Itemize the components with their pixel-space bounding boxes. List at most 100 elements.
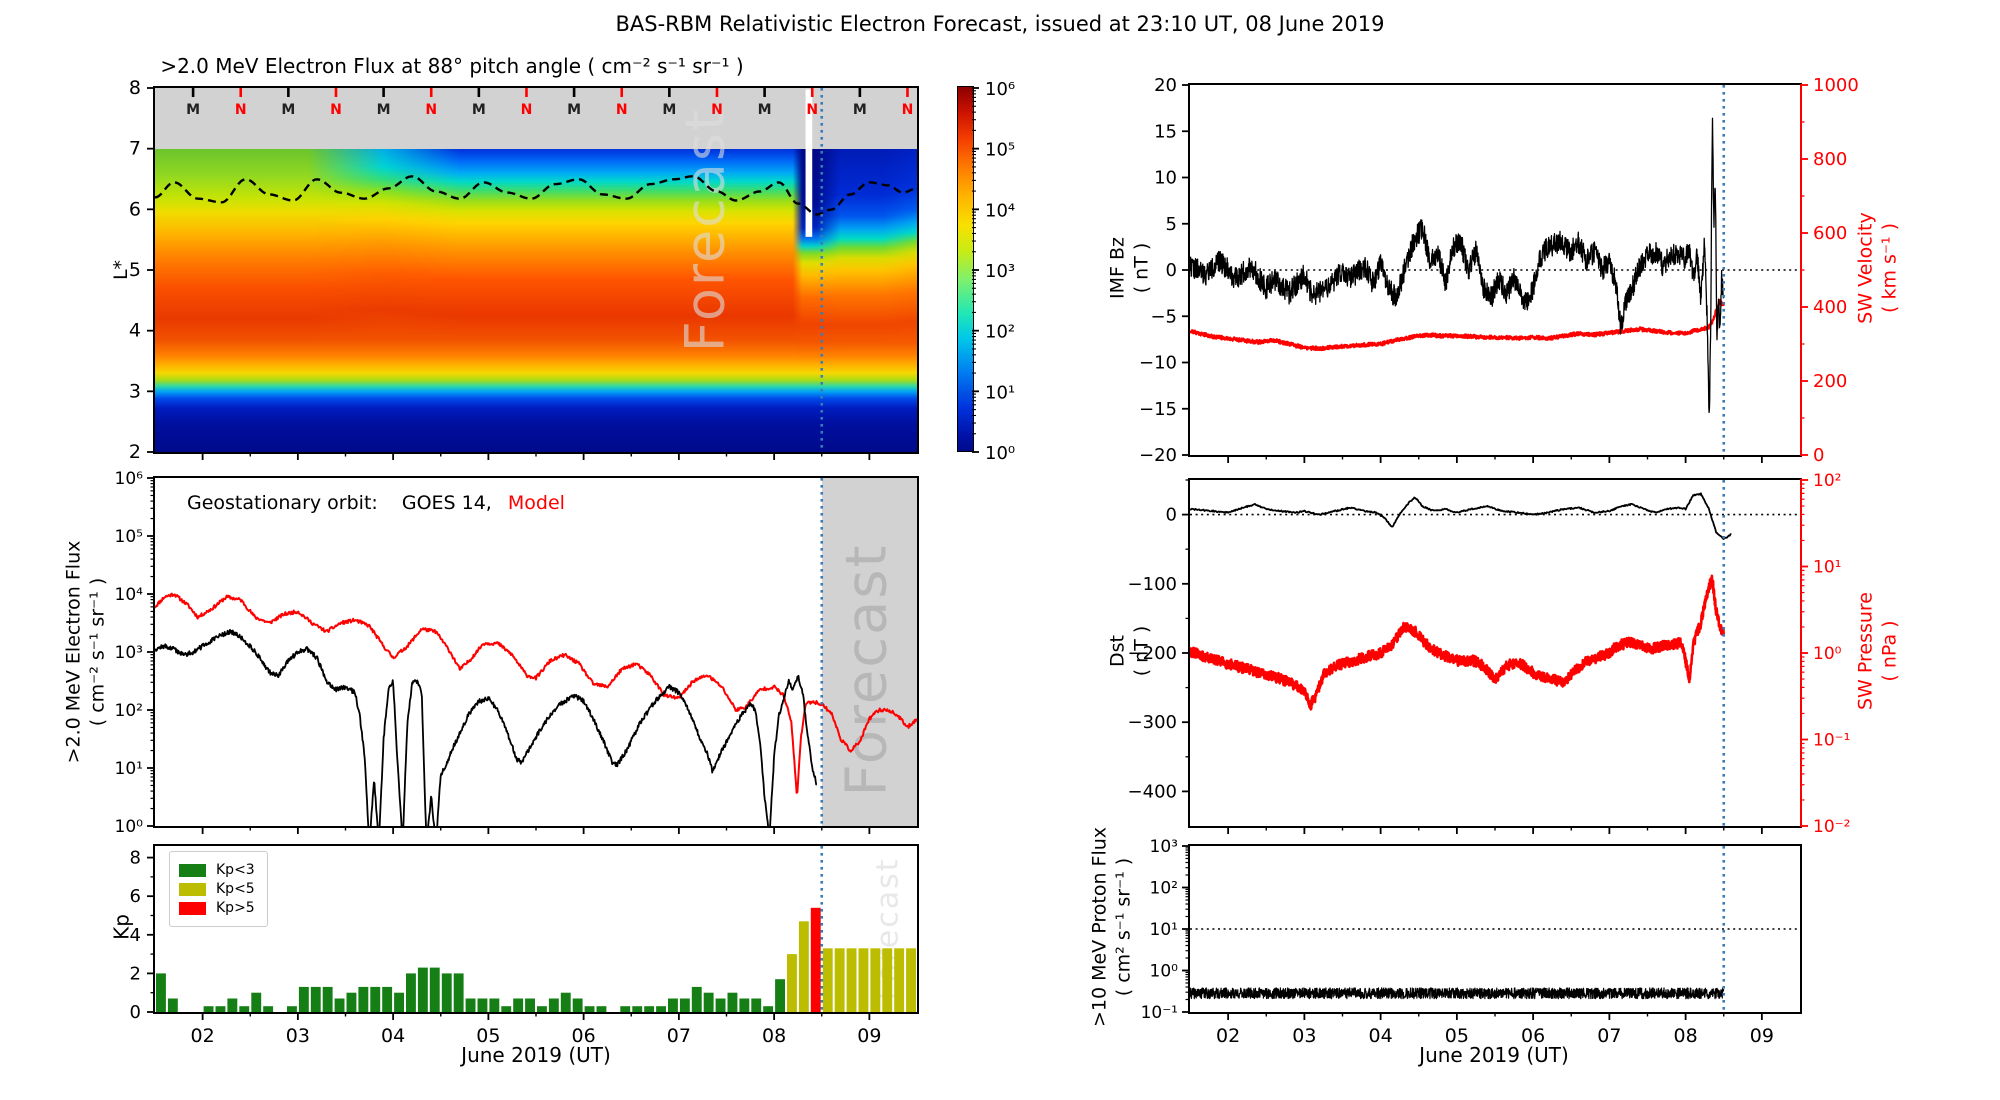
- swvelocity-y-tick: 1000: [1813, 75, 1859, 96]
- kp-bar: [810, 907, 821, 1012]
- kp-bar: [537, 1006, 547, 1012]
- dst-ylabel-line2: ( nT ): [1130, 625, 1152, 677]
- kp-bar: [167, 998, 178, 1012]
- swvelocity-ylabel-line1: SW Velocity: [1854, 212, 1877, 324]
- kp-bar: [906, 948, 916, 1012]
- kp-bar: [596, 1006, 607, 1012]
- swvelocity-y-tick: 200: [1813, 371, 1847, 392]
- swvelocity-ylabel: SW Velocity ( km s⁻¹ ): [1854, 212, 1902, 323]
- goes-ylabel: >2.0 MeV Electron Flux ( cm⁻² s⁻¹ sr⁻¹ ): [62, 541, 110, 764]
- proton-y-tick: 10⁻¹: [1141, 1003, 1178, 1023]
- kp-bar: [227, 998, 238, 1012]
- imf-y-tick: 20: [1154, 75, 1177, 96]
- kp-bar: [846, 948, 857, 1012]
- kp-bar: [298, 986, 309, 1012]
- mlt-label-m: M: [662, 102, 676, 118]
- imf-ylabel-line1: IMF Bz: [1106, 237, 1129, 299]
- heatmap-y-tick: 6: [129, 198, 141, 220]
- kp-bar: [513, 998, 524, 1012]
- kp-bar: [894, 948, 905, 1012]
- goes-y-tick: 10⁴: [115, 585, 144, 605]
- x-tick-label: 08: [762, 1025, 786, 1047]
- imf-y-tick: 5: [1166, 214, 1177, 235]
- x-tick-label: 09: [1750, 1025, 1774, 1047]
- x-tick-label: 04: [1369, 1025, 1393, 1047]
- mlt-label-m: M: [758, 102, 772, 118]
- goes-y-tick: 10¹: [115, 759, 143, 779]
- mlt-label-n: N: [425, 102, 437, 118]
- colorbar-tick: 10¹: [985, 382, 1015, 403]
- kp-yellow-label: Kp<5: [216, 881, 255, 897]
- mlt-label-n: N: [902, 102, 914, 118]
- kp-bar: [763, 1006, 774, 1012]
- imf-swvelocity-plot: [1190, 85, 1800, 455]
- kp-bar: [429, 967, 440, 1012]
- goes-legend-series2: Model: [507, 492, 565, 514]
- kp-bar: [679, 998, 690, 1012]
- proton-ylabel-line1: >10 MeV Proton Flux: [1088, 826, 1111, 1028]
- x-tick-label: 07: [667, 1025, 691, 1047]
- kp-bar: [560, 992, 571, 1012]
- kp-bar: [775, 979, 785, 1012]
- kp-legend: Kp<3 Kp<5 Kp>5: [169, 851, 268, 927]
- heatmap-y-tick: 4: [129, 320, 141, 342]
- kp-bar: [572, 998, 583, 1012]
- kp-bar: [239, 1006, 250, 1012]
- dst-swpressure-panel: [1188, 478, 1802, 828]
- kp-ylabel: Kp: [109, 914, 134, 940]
- kp-bar: [787, 954, 797, 1012]
- dst-ylabel-line1: Dst: [1106, 635, 1129, 667]
- mlt-label-m: M: [377, 102, 391, 118]
- goes-legend-series1: GOES 14,: [401, 492, 492, 514]
- heatmap-ylabel: L*: [110, 259, 133, 281]
- imf-y-tick: −15: [1139, 399, 1177, 420]
- goes-ylabel-line2: ( cm⁻² s⁻¹ sr⁻¹ ): [86, 577, 108, 727]
- dst-y-tick: −100: [1128, 574, 1177, 595]
- kp-bar: [441, 973, 452, 1012]
- kp-bar: [477, 998, 488, 1012]
- kp-bar: [203, 1006, 214, 1012]
- imf-y-tick: −20: [1139, 445, 1177, 466]
- kp-bar: [382, 986, 393, 1012]
- proton-y-tick: 10⁰: [1150, 962, 1179, 982]
- swpressure-y-tick: 10⁻²: [1813, 817, 1850, 837]
- kp-bar: [668, 998, 678, 1012]
- colorbar-tick: 10⁴: [985, 200, 1015, 221]
- proton-y-tick: 10¹: [1150, 920, 1178, 940]
- goes-flux-panel: Forecast Geostationary orbit: GOES 14, M…: [153, 476, 919, 828]
- left-xaxis-label: June 2019 (UT): [461, 1043, 611, 1067]
- swpressure-y-tick: 10¹: [1813, 558, 1841, 578]
- electron-flux-heatmap: [155, 149, 917, 452]
- kp-bar: [251, 992, 262, 1012]
- goes-y-tick: 10⁶: [115, 469, 144, 489]
- kp-green-swatch: [179, 863, 206, 877]
- kp-legend-item-yellow: Kp<5: [179, 881, 255, 897]
- colorbar-tick: 10²: [985, 322, 1015, 343]
- kp-bar: [739, 998, 750, 1012]
- kp-bar: [858, 948, 869, 1012]
- kp-bar: [584, 1006, 595, 1012]
- x-tick-label: 03: [286, 1025, 310, 1047]
- kp-bar: [465, 998, 476, 1012]
- mlt-label-n: N: [235, 102, 247, 118]
- kp-bar: [751, 998, 762, 1012]
- kp-bar: [287, 1006, 297, 1012]
- kp-bar: [263, 1006, 274, 1012]
- kp-bar: [334, 998, 345, 1012]
- mlt-label-n: N: [521, 102, 533, 118]
- dst-ylabel: Dst ( nT ): [1106, 626, 1154, 677]
- mlt-label-m: M: [472, 102, 486, 118]
- colorbar-tick: 10⁵: [985, 140, 1015, 161]
- kp-bar: [310, 986, 321, 1012]
- kp-bar-plot: [156, 846, 916, 1012]
- goes-legend: Geostationary orbit: GOES 14, Model: [187, 492, 565, 514]
- kp-red-swatch: [179, 901, 206, 915]
- kp-bar: [489, 998, 500, 1012]
- goes-ylabel-line1: >2.0 MeV Electron Flux: [62, 540, 85, 764]
- x-tick-label: 02: [1216, 1025, 1240, 1047]
- mlt-label-n: N: [806, 102, 818, 118]
- colorbar-tick: 10³: [985, 261, 1015, 282]
- kp-bar: [691, 986, 702, 1012]
